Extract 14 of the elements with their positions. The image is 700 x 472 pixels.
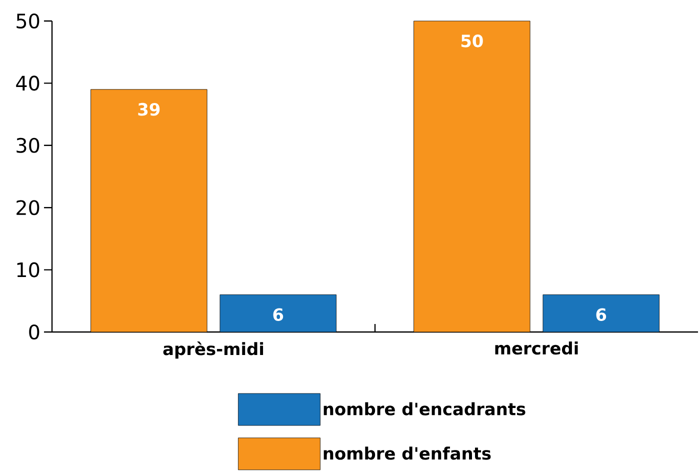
data-label: 6: [596, 308, 606, 321]
y-tick-label: 10: [17, 262, 40, 278]
x-tick-label: après-midi: [163, 341, 264, 359]
data-label: 6: [273, 308, 284, 321]
legend-label: nombre d'enfants: [324, 446, 491, 460]
y-tick-label: 0: [29, 324, 40, 340]
y-tick-label: 40: [16, 76, 40, 91]
data-label: 50: [461, 34, 483, 48]
data-label: 39: [138, 102, 160, 116]
y-tick-label: 30: [16, 138, 40, 153]
legend-label: nombre d'encadrants: [324, 402, 526, 416]
y-tick-label: 20: [16, 200, 40, 216]
y-tick-label: 50: [16, 13, 40, 28]
x-tick-label: mercredi: [495, 341, 578, 355]
